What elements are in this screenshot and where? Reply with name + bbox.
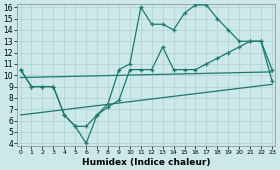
X-axis label: Humidex (Indice chaleur): Humidex (Indice chaleur) bbox=[82, 158, 211, 167]
